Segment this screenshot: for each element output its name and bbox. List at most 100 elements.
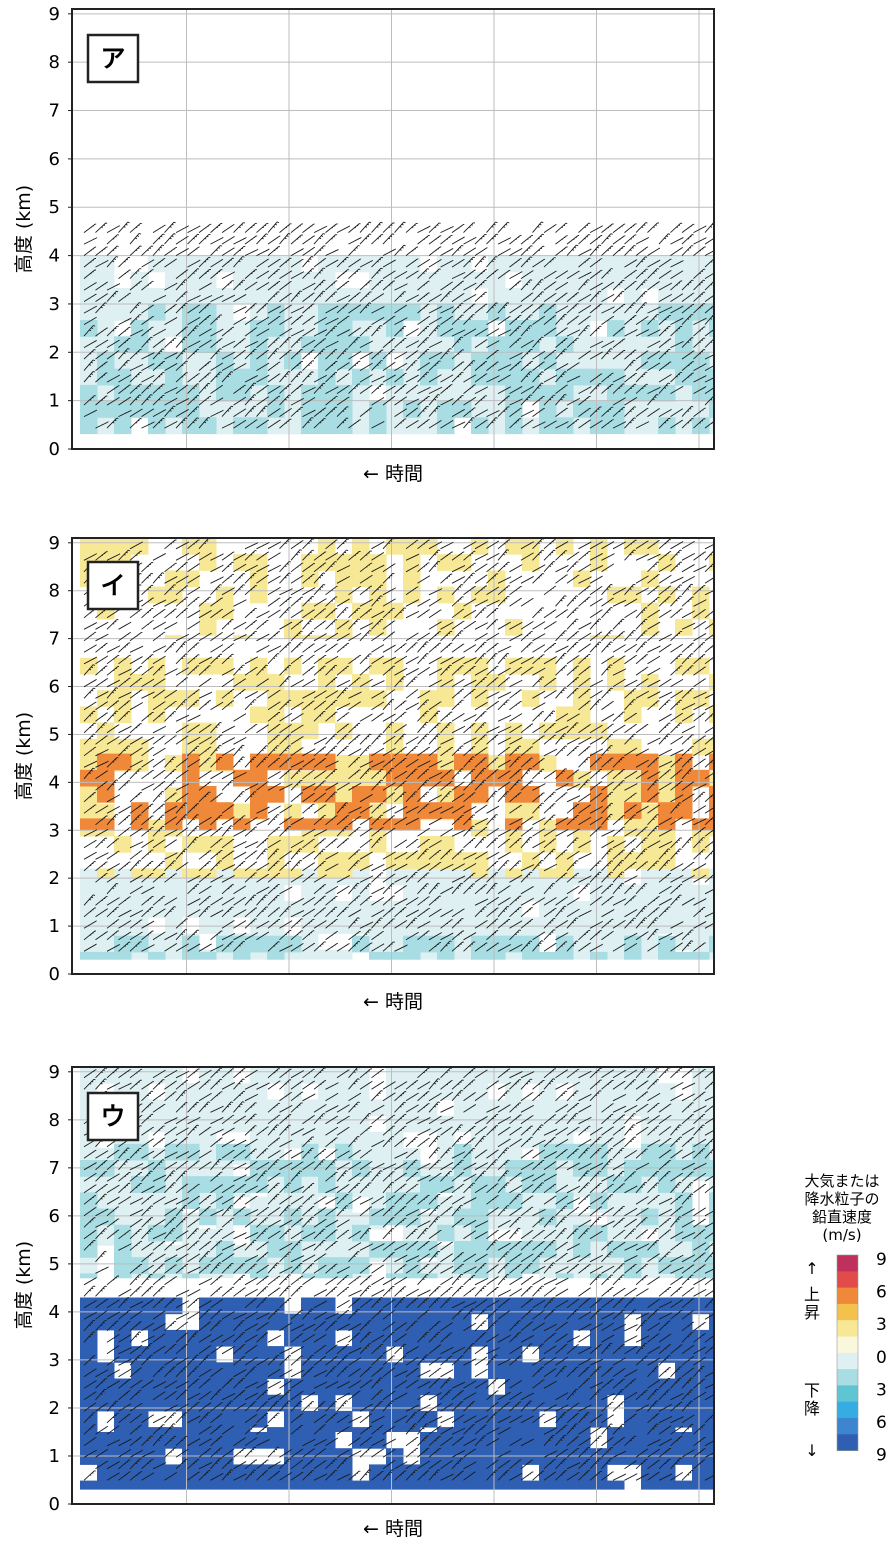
panel-u-cell xyxy=(114,1241,132,1258)
panel-a-cell xyxy=(301,369,319,386)
panel-a-wind-barb xyxy=(130,223,142,232)
panel-a-cell xyxy=(658,385,676,402)
panel-i-cell xyxy=(148,933,166,950)
panel-u-cell xyxy=(182,1464,200,1481)
panel-i-ytick-label: 9 xyxy=(49,533,60,554)
panel-u-wind-barb xyxy=(84,1278,97,1285)
panel-i-wind-barb xyxy=(487,838,499,848)
panel-a-wind-barb xyxy=(429,223,441,233)
panel-i-cell xyxy=(471,936,489,953)
panel-u-wind-barb xyxy=(130,1332,141,1343)
panel-a-wind-barb xyxy=(556,236,568,244)
panel-i-wind-barb xyxy=(153,791,164,802)
panel-u-cell xyxy=(182,1362,200,1379)
panel-i-cell xyxy=(97,901,115,918)
panel-a-wind-barb xyxy=(590,245,601,256)
panel-a-cell xyxy=(250,272,268,289)
panel-a-cell xyxy=(454,336,472,353)
panel-a-wind-barb xyxy=(119,270,131,279)
panel-a-wind-barb xyxy=(222,248,235,256)
panel-a-wind-barb xyxy=(487,234,498,244)
panel-u-cell xyxy=(505,1213,523,1230)
panel-i-cell xyxy=(114,952,132,960)
panel-i-cell xyxy=(709,917,727,934)
panel-u-cell xyxy=(267,1481,285,1490)
panel-u-cell xyxy=(522,1448,540,1465)
panel-a-cell xyxy=(386,272,404,289)
panel-i-cell xyxy=(233,952,251,960)
panel-i-wind-barb xyxy=(556,746,567,756)
panel-i-wind-barb xyxy=(176,562,188,571)
panel-u-cell xyxy=(522,1160,540,1177)
panel-u-cell xyxy=(471,1379,489,1396)
panel-u-cell xyxy=(658,1197,676,1214)
panel-u-cell xyxy=(386,1241,404,1258)
panel-a-wind-barb xyxy=(521,410,534,417)
panel-i-wind-barb xyxy=(360,714,373,721)
panel-i-wind-barb xyxy=(153,804,165,813)
panel-a-wind-barb xyxy=(303,256,314,267)
panel-i-cell xyxy=(148,952,166,960)
panel-u-cell xyxy=(301,1225,319,1242)
panel-i-wind-barb xyxy=(464,645,477,653)
panel-u-cell xyxy=(675,1225,693,1242)
panel-u-cell xyxy=(454,1099,472,1116)
panel-i-cell xyxy=(80,538,98,555)
panel-a-cell xyxy=(675,385,693,402)
panel-i-cell xyxy=(182,570,200,587)
panel-u-cell xyxy=(437,1379,455,1396)
panel-u-cell xyxy=(488,1481,506,1490)
panel-u-cell xyxy=(301,1099,319,1116)
panel-i-cell xyxy=(556,818,574,830)
panel-u-cell xyxy=(369,1314,387,1331)
panel-i-wind-barb xyxy=(521,828,533,837)
panel-a-ytick-label: 4 xyxy=(49,246,60,267)
panel-a-cell xyxy=(216,418,234,435)
panel-i-wind-barb xyxy=(291,680,304,687)
panel-i-wind-barb xyxy=(176,608,188,617)
panel-u-cell xyxy=(488,1132,506,1149)
panel-i-wind-barb xyxy=(475,805,487,813)
panel-i-wind-barb xyxy=(475,564,487,572)
panel-a-wind-barb xyxy=(625,224,637,233)
panel-i-cell xyxy=(250,885,268,902)
panel-a-cell xyxy=(403,256,421,273)
panel-u-cell xyxy=(182,1427,200,1432)
panel-i-wind-barb xyxy=(682,735,694,745)
panel-u-cell xyxy=(709,1225,727,1242)
panel-a-wind-barb xyxy=(579,249,592,256)
panel-u-cell xyxy=(165,1481,183,1490)
panel-i-wind-barb xyxy=(130,793,142,802)
panel-i-wind-barb xyxy=(625,725,637,733)
panel-i-cell xyxy=(505,739,523,756)
panel-i-cell xyxy=(182,786,200,803)
panel-i-wind-barb xyxy=(372,645,385,653)
panel-i-wind-barb xyxy=(452,714,465,722)
panel-i-cell xyxy=(624,690,642,707)
panel-a-cell xyxy=(318,256,336,273)
panel-a-cell xyxy=(709,337,727,354)
panel-a-cell xyxy=(318,336,336,353)
panel-i-wind-barb xyxy=(671,644,683,652)
panel-i-cell xyxy=(675,901,693,918)
panel-a-wind-barb xyxy=(487,222,498,233)
panel-a-wind-barb xyxy=(567,236,579,245)
panel-u-cell xyxy=(454,1257,472,1274)
panel-a-wind-barb xyxy=(234,306,247,313)
panel-i-cell xyxy=(539,952,557,960)
panel-u-cell xyxy=(641,1144,659,1161)
panel-a-wind-barb xyxy=(96,223,108,233)
panel-i-wind-barb xyxy=(579,622,592,629)
panel-i-wind-barb xyxy=(475,837,486,848)
panel-i-cell xyxy=(301,950,319,960)
panel-i-cell xyxy=(250,570,268,587)
panel-i-cell xyxy=(318,950,336,960)
panel-a-cell xyxy=(233,288,251,305)
panel-a-wind-barb xyxy=(119,327,131,336)
panel-u-cell xyxy=(250,1330,268,1347)
panel-a-cell xyxy=(573,353,591,370)
panel-u-cell xyxy=(318,1411,336,1428)
panel-i-wind-barb xyxy=(544,804,556,814)
panel-u-cell xyxy=(369,1209,387,1226)
panel-u-cell xyxy=(658,1330,676,1347)
